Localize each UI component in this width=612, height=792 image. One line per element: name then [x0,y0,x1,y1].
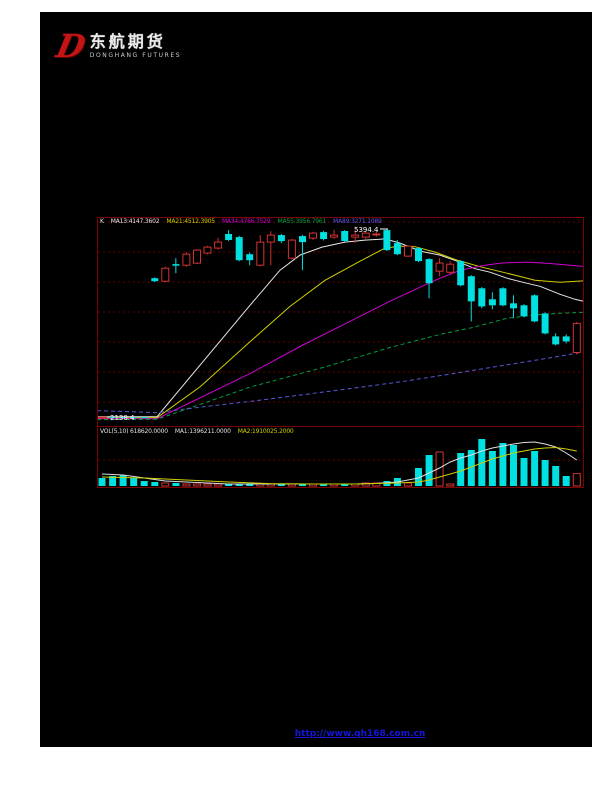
brand-logo-d-icon: D [52,27,89,65]
indicator-label: MA13:4147.3602 [110,218,160,225]
svg-text:2138.4: 2138.4 [110,414,135,422]
indicator-label: MA55:3956.7961 [277,218,327,225]
price-volume-chart: 5394.4 2138.4 [97,217,584,488]
footer-website-link[interactable]: http://www.qh168.com.cn [294,729,426,739]
indicator-label: MA34:4766.7529 [221,218,271,225]
brand-name-chinese: 东航期货 [89,31,166,51]
indicator-label: MA89:3271.1089 [333,218,382,225]
brand-logo-text: 东航期货 DONGHANG FUTURES [90,33,181,60]
screenshot-black-area: D 东航期货 DONGHANG FUTURES 5394.4 2138.4 K MA… [40,12,592,747]
indicator-label: MA2:1910025.2000 [237,428,294,435]
volume-indicator-row: VOL(5,10) 618620.0000 MA1:1396211.0000 MA2… [100,428,301,437]
indicator-label: VOL(5,10) 618620.0000 [100,428,168,435]
indicator-label: MA1:1396211.0000 [174,428,231,435]
indicator-label: MA21:4512.3905 [166,218,215,225]
kline-indicator-row: K MA13:4147.3602 MA21:4512.3905 MA34:4766.7… [100,218,389,227]
indicator-label: K [100,218,104,225]
brand-name-english: DONGHANG FUTURES [89,51,182,59]
svg-text:5394.4: 5394.4 [354,226,379,234]
brand-logo: D 东航期货 DONGHANG FUTURES [52,26,207,66]
